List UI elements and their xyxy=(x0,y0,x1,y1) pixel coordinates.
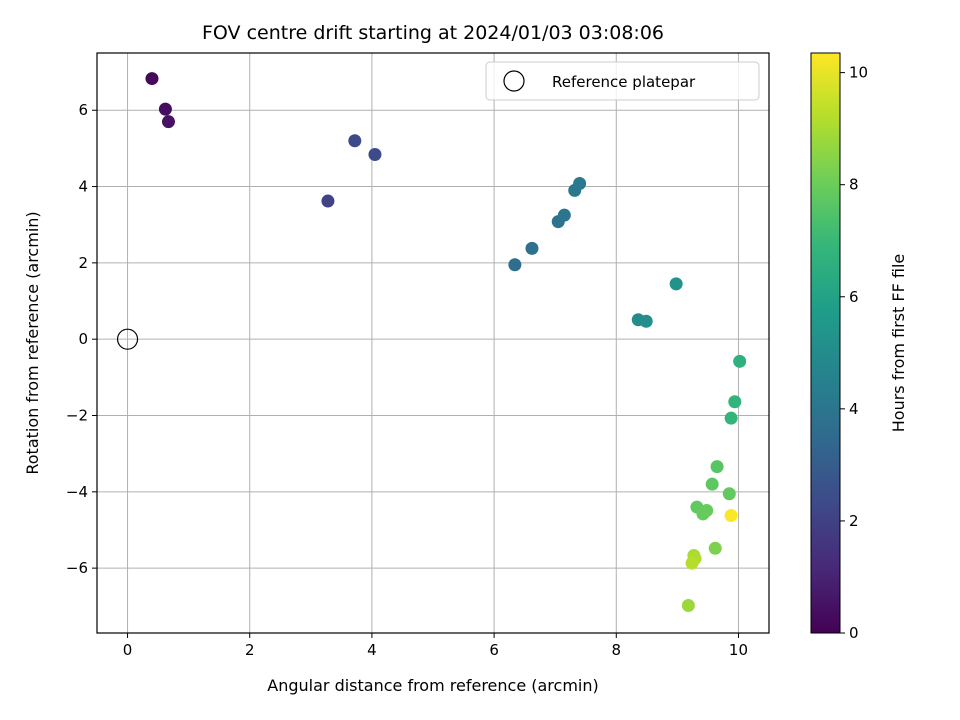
data-point xyxy=(161,115,175,129)
colorbar-label: Hours from first FF file xyxy=(889,254,908,433)
y-tick-label: 6 xyxy=(78,101,88,119)
colorbar-tick-label: 10 xyxy=(849,64,868,82)
data-point xyxy=(348,134,362,148)
grid-lines xyxy=(97,53,769,633)
data-point xyxy=(158,102,172,116)
x-axis-label: Angular distance from reference (arcmin) xyxy=(267,676,598,695)
y-axis-label: Rotation from reference (arcmin) xyxy=(23,211,42,474)
colorbar-tick-label: 2 xyxy=(849,512,859,530)
x-tick-label: 0 xyxy=(123,641,133,659)
x-tick-label: 10 xyxy=(729,641,748,659)
y-tick-label: −4 xyxy=(66,483,88,501)
data-point xyxy=(728,395,742,409)
legend-marker-reference xyxy=(503,70,525,92)
reference-platepar-marker xyxy=(116,328,139,350)
data-point xyxy=(685,556,699,570)
data-point xyxy=(669,277,683,291)
y-tick-label: 2 xyxy=(78,254,88,272)
data-point xyxy=(639,314,653,328)
colorbar-tick-label: 6 xyxy=(849,288,859,306)
data-point xyxy=(368,148,382,161)
y-axis-ticks: −6 −4 −2 0 2 4 6 xyxy=(66,101,97,577)
colorbar: 0 2 4 6 8 10 Hours from first FF file xyxy=(810,52,908,642)
y-tick-label: −6 xyxy=(66,559,88,577)
chart-title: FOV centre drift starting at 2024/01/03 … xyxy=(202,22,664,44)
x-tick-label: 4 xyxy=(367,641,377,659)
colorbar-ticks: 0 2 4 6 8 10 xyxy=(840,64,868,642)
x-tick-label: 8 xyxy=(611,641,621,659)
data-point xyxy=(722,487,736,501)
data-point xyxy=(705,477,719,491)
data-point xyxy=(145,72,159,86)
data-point xyxy=(724,508,738,522)
data-point xyxy=(733,354,747,368)
data-point xyxy=(681,599,695,613)
colorbar-gradient xyxy=(810,52,841,634)
x-axis-ticks: 0 2 4 6 8 10 xyxy=(123,633,748,659)
legend-label-reference: Reference platepar xyxy=(552,73,696,91)
data-points xyxy=(116,72,747,613)
y-tick-label: −2 xyxy=(66,407,88,425)
y-tick-label: 4 xyxy=(78,178,88,196)
y-tick-label: 0 xyxy=(78,330,88,348)
data-point xyxy=(710,460,724,474)
data-point xyxy=(557,208,571,222)
colorbar-tick-label: 0 xyxy=(849,624,859,642)
x-tick-label: 2 xyxy=(245,641,255,659)
data-point xyxy=(508,258,522,272)
data-point xyxy=(525,241,539,255)
x-tick-label: 6 xyxy=(489,641,499,659)
data-point xyxy=(700,504,714,518)
data-point xyxy=(708,541,722,555)
legend: Reference platepar xyxy=(485,61,760,101)
plot-frame xyxy=(96,52,770,634)
data-point xyxy=(724,411,738,425)
data-point xyxy=(573,177,587,190)
legend-box xyxy=(485,61,760,101)
colorbar-tick-label: 8 xyxy=(849,176,859,194)
colorbar-tick-label: 4 xyxy=(849,400,859,418)
data-point xyxy=(321,194,335,208)
